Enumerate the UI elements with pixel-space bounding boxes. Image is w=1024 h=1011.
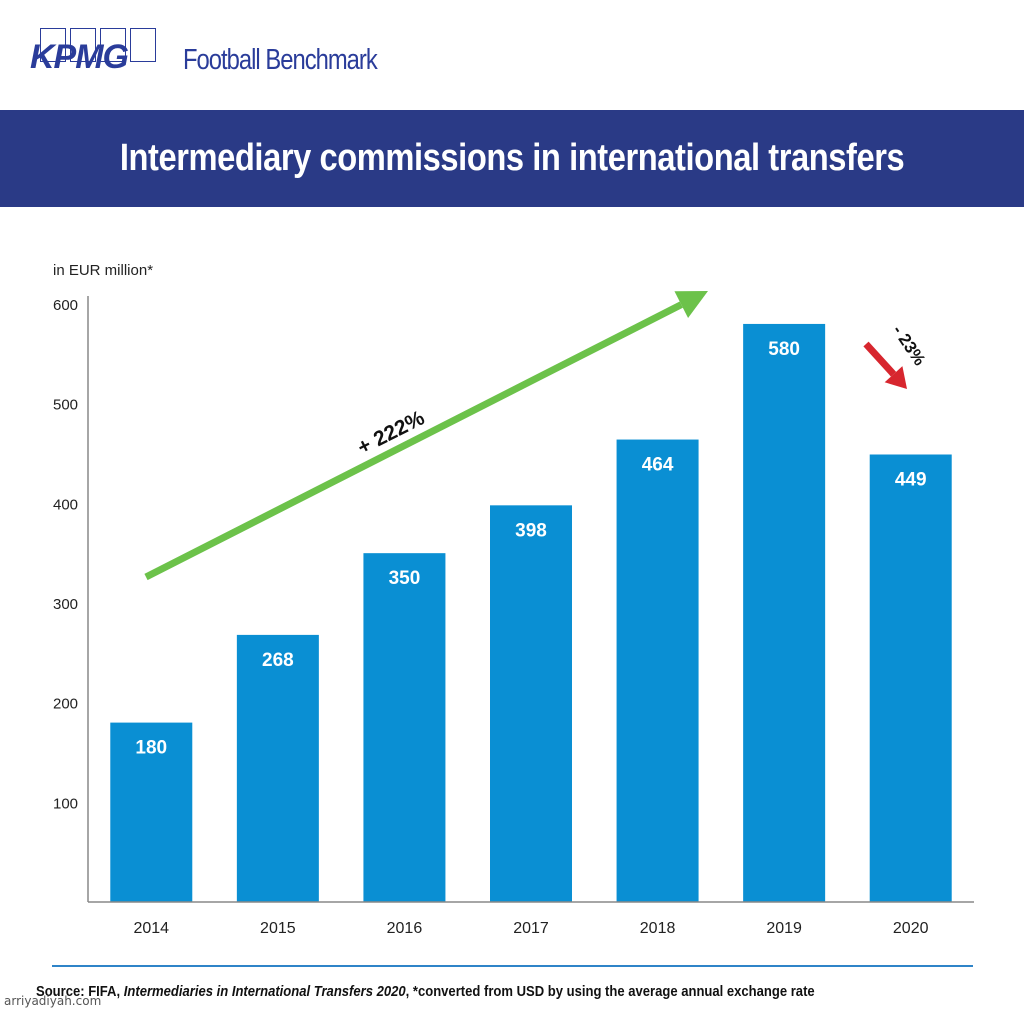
value-label: 449 <box>895 469 927 490</box>
source-title: Intermediaries in International Transfer… <box>123 984 406 1000</box>
value-label: 398 <box>515 520 547 541</box>
y-tick-label: 300 <box>53 596 78 613</box>
bar <box>490 505 572 902</box>
subbrand-title: Football Benchmark <box>183 44 378 76</box>
value-label: 180 <box>135 738 167 759</box>
value-label: 350 <box>389 568 421 589</box>
y-tick-label: 600 <box>53 297 78 314</box>
x-tick-label: 2015 <box>260 920 296 937</box>
decline-arrow-shaft <box>863 341 897 377</box>
y-tick-label: 500 <box>53 397 78 414</box>
y-tick-label: 200 <box>53 696 78 713</box>
logo-square <box>40 28 66 62</box>
x-tick-label: 2016 <box>387 920 423 937</box>
bar <box>743 323 826 902</box>
bar <box>110 722 193 902</box>
decline-arrow-head-icon <box>884 366 907 389</box>
header-band: Intermediary commissions in internationa… <box>0 110 1024 207</box>
source-prefix: Source: FIFA, <box>36 984 124 1000</box>
x-tick-label: 2014 <box>133 920 169 937</box>
bar <box>236 634 319 902</box>
bar <box>363 553 446 902</box>
footer-divider <box>52 965 973 967</box>
watermark: arriyadiyah.com <box>4 994 102 1008</box>
value-label: 580 <box>768 339 800 360</box>
x-tick-label: 2018 <box>640 920 676 937</box>
value-label: 268 <box>262 650 294 671</box>
axes <box>87 296 974 903</box>
bar <box>616 439 699 902</box>
logo-square <box>70 28 96 62</box>
source-note: Source: FIFA, Intermediaries in Internat… <box>36 984 815 1000</box>
bar <box>869 454 952 902</box>
y-axis-label: in EUR million* <box>53 262 154 279</box>
logo-text: KPMG <box>30 38 129 76</box>
logo-square <box>130 28 156 62</box>
logo-square <box>100 28 126 62</box>
x-tick-label: 2020 <box>893 920 929 937</box>
decline-annotation: - 23% <box>889 322 930 369</box>
source-suffix: , *converted from USD by using the avera… <box>405 984 815 1000</box>
value-label: 464 <box>642 455 674 476</box>
x-tick-label: 2017 <box>513 920 549 937</box>
trend-arrow-shaft <box>144 301 683 581</box>
y-tick-label: 400 <box>53 496 78 513</box>
y-tick-label: 100 <box>53 795 78 812</box>
y-axis-ticks: 100 200 300 400 500 600 <box>53 297 78 812</box>
page-title: Intermediary commissions in internationa… <box>119 137 905 179</box>
bars: 180 2014 268 2015 350 2016 398 2017 464 2018 580 20… <box>110 323 952 937</box>
x-tick-label: 2019 <box>766 920 802 937</box>
trend-arrow-head-icon <box>674 291 708 318</box>
logo-squares <box>40 28 160 64</box>
